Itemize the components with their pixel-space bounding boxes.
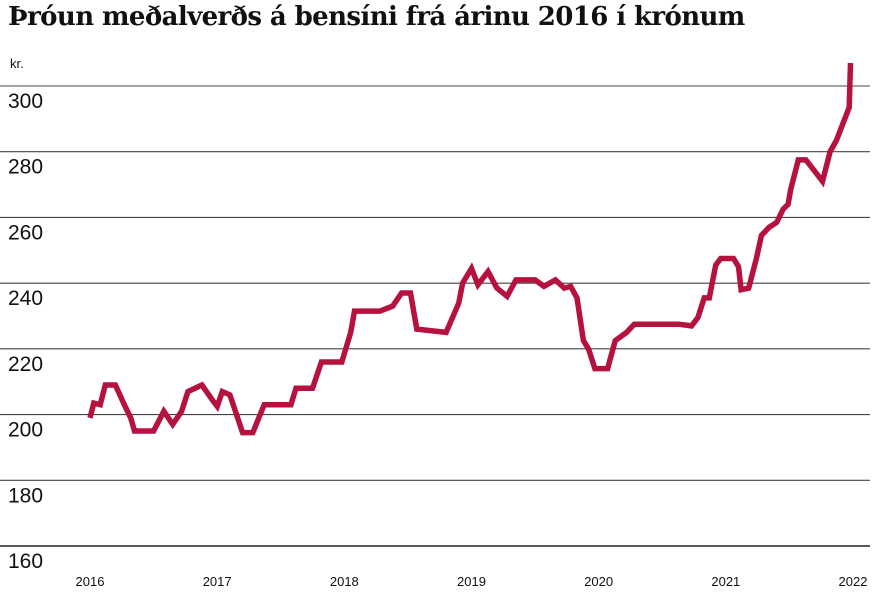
- x-tick-label: 2021: [711, 574, 740, 589]
- y-axis-ticks: 160 180 200 220 240 260 280 300: [8, 90, 43, 573]
- x-tick-label: 2022: [839, 574, 868, 589]
- y-tick-label: 200: [8, 419, 43, 442]
- x-tick-label: 2016: [76, 574, 105, 589]
- y-axis-unit-label: kr.: [10, 56, 24, 71]
- y-tick-label: 240: [8, 287, 43, 310]
- chart-title: Þróun meðalverðs á bensíni frá árinu 201…: [8, 2, 745, 32]
- series-group: [87, 62, 854, 436]
- series-line-0: [87, 62, 854, 436]
- x-tick-label: 2017: [203, 574, 232, 589]
- x-tick-label: 2018: [330, 574, 359, 589]
- y-tick-label: 260: [8, 221, 43, 244]
- y-tick-label: 180: [8, 484, 43, 507]
- y-tick-label: 280: [8, 156, 43, 179]
- gridlines: [0, 85, 870, 547]
- y-tick-label: 160: [8, 550, 43, 573]
- x-tick-label: 2019: [457, 574, 486, 589]
- x-tick-label: 2020: [584, 574, 613, 589]
- y-tick-label: 300: [8, 90, 43, 113]
- x-axis-ticks: 2016 2017 2018 2019 2020 2021 2022: [76, 574, 868, 589]
- y-tick-label: 220: [8, 353, 43, 376]
